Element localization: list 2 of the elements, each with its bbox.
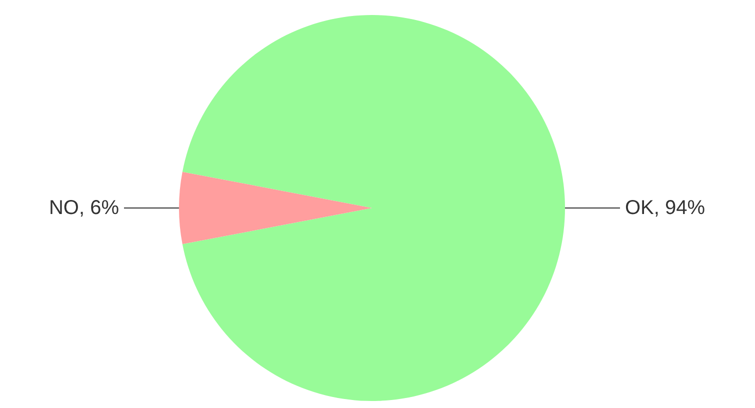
slice-label: NO, 6% xyxy=(48,197,120,219)
slice-label: OK, 94% xyxy=(625,197,706,219)
